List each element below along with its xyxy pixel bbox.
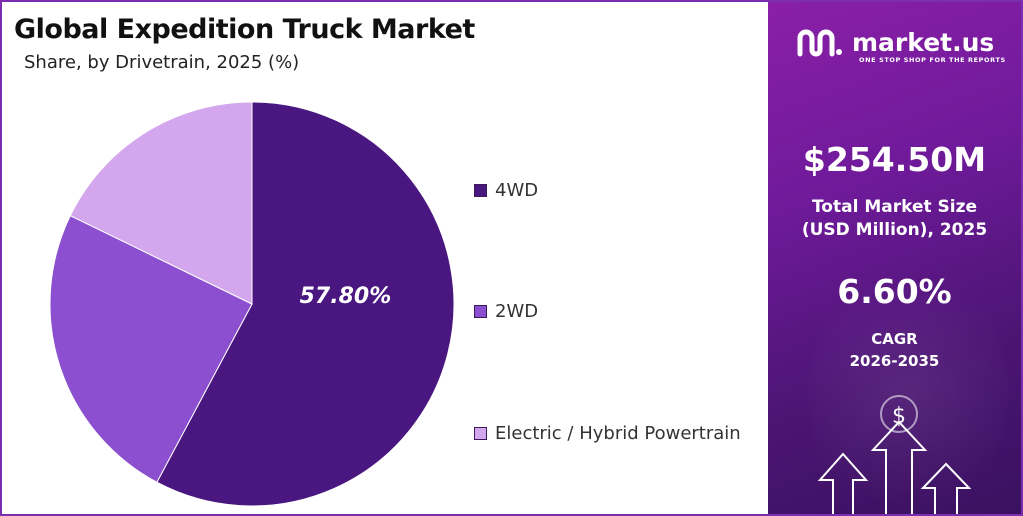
chart-title: Global Expedition Truck Market <box>14 14 475 45</box>
cagr-label: CAGR <box>871 330 918 348</box>
growth-arrows-graphic: $ <box>817 395 972 514</box>
brand-tagline: ONE STOP SHOP FOR THE REPORTS <box>859 56 1006 64</box>
chart-subtitle: Share, by Drivetrain, 2025 (%) <box>24 52 300 73</box>
market-size-label-line1: Total Market Size <box>811 197 978 217</box>
cagr-period: 2026-2035 <box>849 352 940 370</box>
legend-label: 4WD <box>495 180 539 201</box>
legend-label: 2WD <box>495 301 539 322</box>
up-arrow-icon <box>920 462 972 514</box>
legend-item: 4WD <box>474 180 538 201</box>
dollar-icon: $ <box>880 395 918 433</box>
pie-slice-4wd <box>156 101 455 507</box>
brand-name: market.us <box>852 27 995 57</box>
pie-chart: 57.80% <box>49 101 455 507</box>
pie-slice-electric-hybrid-powertrain <box>69 101 253 305</box>
up-arrow-icon <box>870 420 928 514</box>
pie-data-label: 57.80% <box>300 284 392 309</box>
brand-logo: market.us <box>796 26 994 58</box>
legend-swatch <box>474 305 487 318</box>
summary-panel: market.us ONE STOP SHOP FOR THE REPORTS … <box>768 2 1021 514</box>
up-arrow-icon <box>817 452 869 514</box>
svg-text:$: $ <box>892 404 906 429</box>
logo-icon <box>797 29 842 57</box>
background-glow <box>808 262 1008 514</box>
pie-slice-2wd <box>49 215 253 483</box>
legend-label: Electric / Hybrid Powertrain <box>495 423 741 444</box>
cagr-value: 6.60% <box>837 272 952 311</box>
legend-item: Electric / Hybrid Powertrain <box>474 423 741 444</box>
legend-swatch <box>474 427 487 440</box>
market-size-value: $254.50M <box>802 140 987 179</box>
legend-swatch <box>474 184 487 197</box>
market-size-label-line2: (USD Million), 2025 <box>801 220 988 240</box>
legend-item: 2WD <box>474 301 538 322</box>
chart-panel: Global Expedition Truck Market Share, by… <box>2 2 765 514</box>
